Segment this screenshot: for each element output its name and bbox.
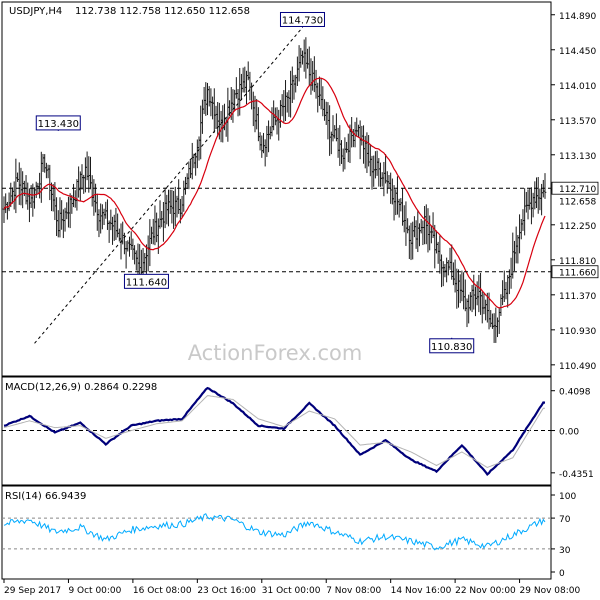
macd-layer: 0.4098 0.00 -0.4351 xyxy=(2,386,594,480)
macd-title: MACD(12,26,9) 0.2864 0.2298 xyxy=(5,382,157,393)
time-axis-label: 7 Nov 08:00 xyxy=(326,586,381,596)
macd-axis-label: 0.4098 xyxy=(559,388,591,398)
annotation-label: 111.640 xyxy=(126,277,167,288)
rsi-axis-label: 0 xyxy=(559,569,565,579)
price-annotation: 113.430 xyxy=(35,115,81,131)
time-axis-label: 23 Oct 16:00 xyxy=(197,586,256,596)
rsi-axis-label: 100 xyxy=(559,492,576,502)
price-axis-label: 111.810 xyxy=(559,257,596,267)
price-axis-label: 113.570 xyxy=(559,117,596,127)
time-axis-label: 16 Oct 08:00 xyxy=(133,586,192,596)
time-axis-label: 31 Oct 00:00 xyxy=(262,586,321,596)
level-price-label: 112.658 xyxy=(559,197,596,207)
rsi-panel-frame xyxy=(1,485,552,580)
price-axis-label: 110.930 xyxy=(559,327,596,337)
annotation-label: 114.730 xyxy=(282,15,323,26)
price-axis-label: 114.450 xyxy=(559,47,596,57)
price-axis-label: 114.010 xyxy=(559,82,596,92)
price-panel-frame xyxy=(1,1,552,377)
time-axis-label: 29 Sep 2017 xyxy=(4,586,61,596)
price-axis-label: 110.490 xyxy=(559,362,596,372)
macd-line xyxy=(3,386,546,477)
annotation-box xyxy=(123,273,169,289)
price-axis-label: 111.370 xyxy=(559,292,596,302)
annotation-label: 113.430 xyxy=(38,119,79,130)
axis-layer: 114.890 114.450 114.010 113.570 113.130 112.6… xyxy=(3,12,599,596)
price-annotation: 111.640 xyxy=(123,273,169,289)
price-axis-label: 114.890 xyxy=(559,12,596,22)
level-price-tag xyxy=(551,265,599,279)
rsi-axis-label: 30 xyxy=(559,546,571,556)
level-price-label: 111.660 xyxy=(559,269,596,279)
rsi-title: RSI(14) 66.9439 xyxy=(5,491,86,502)
price-layer: 114.730 113.430 111.640 110.830 xyxy=(2,11,551,354)
annotation-box xyxy=(429,338,475,354)
trendline xyxy=(34,27,303,344)
price-axis-label: 112.250 xyxy=(559,222,596,232)
level-price-label: 112.710 xyxy=(559,185,596,195)
rsi-layer: 100 70 30 0 xyxy=(2,492,576,579)
time-axis-label: 14 Nov 16:00 xyxy=(391,586,452,596)
signal-line xyxy=(3,395,545,469)
annotation-label: 110.830 xyxy=(431,342,472,353)
macd-axis-label: 0.00 xyxy=(559,428,579,438)
annotation-box xyxy=(279,11,325,27)
macd-axis-label: -0.4351 xyxy=(559,470,594,480)
time-axis-label: 29 Nov 08:00 xyxy=(520,586,581,596)
time-axis-label: 9 Oct 00:00 xyxy=(68,586,121,596)
time-axis-label: 22 Nov 00:00 xyxy=(455,586,516,596)
rsi-axis-label: 70 xyxy=(559,515,571,525)
watermark: ActionForex.com xyxy=(188,341,363,365)
price-axis-label: 113.130 xyxy=(559,152,596,162)
level-price-tag xyxy=(551,181,599,195)
symbol-label: USDJPY,H4 xyxy=(9,6,62,17)
price-annotation: 114.730 xyxy=(279,11,325,28)
rsi-line xyxy=(3,513,546,551)
price-annotation: 110.830 xyxy=(429,337,475,354)
annotation-box xyxy=(35,115,81,131)
ohlc-label: 112.738 112.758 112.650 112.658 xyxy=(75,6,250,17)
moving-average-line xyxy=(3,77,546,309)
